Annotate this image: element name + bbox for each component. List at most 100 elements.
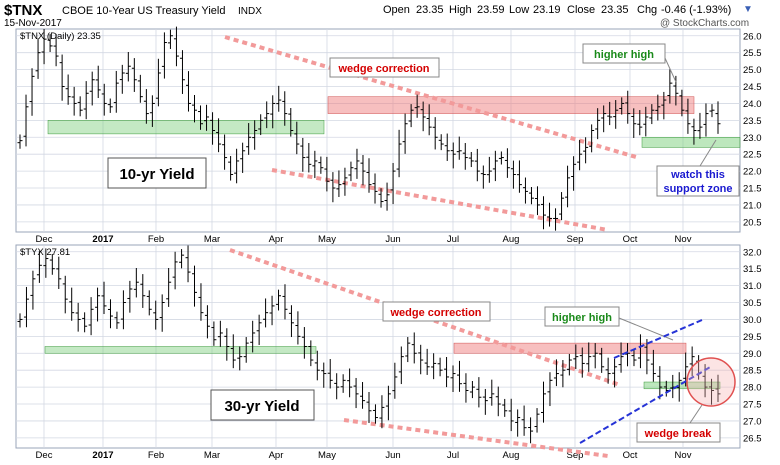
ohlc-bar bbox=[120, 290, 126, 330]
ohlc-bar bbox=[69, 287, 75, 321]
ohlc-bar bbox=[516, 160, 522, 193]
ohlc-bar bbox=[353, 377, 359, 409]
higher-high-box bbox=[544, 306, 620, 327]
ohlc-bar bbox=[192, 94, 197, 123]
ohlc-bar bbox=[709, 378, 715, 405]
ohlc-bar bbox=[560, 360, 566, 388]
ohlc-bar bbox=[243, 337, 249, 363]
channel-lower-line bbox=[579, 365, 713, 444]
ohlc-bar bbox=[405, 337, 411, 363]
ohlc-bar bbox=[573, 344, 579, 369]
ohlc-bar bbox=[418, 344, 424, 375]
x-tick-label: Jul bbox=[447, 234, 459, 245]
ohlc-bar bbox=[541, 381, 546, 423]
ohlc-bar bbox=[559, 192, 565, 221]
y-tick-label: 21.5 bbox=[743, 184, 762, 195]
x-tick-label: Dec bbox=[36, 450, 53, 461]
ohlc-bar bbox=[88, 297, 94, 336]
higher-high-box bbox=[582, 43, 666, 64]
security-name: CBOE 10-Year US Treasury Yield bbox=[62, 5, 226, 17]
ohlc-bar bbox=[179, 249, 185, 269]
ohlc-bar bbox=[336, 170, 342, 197]
ohlc-bar bbox=[295, 311, 301, 345]
ohlc-bar bbox=[161, 32, 167, 79]
x-tick-label: Feb bbox=[148, 450, 164, 461]
ohlc-bar bbox=[411, 332, 417, 364]
ohlc-bar bbox=[547, 372, 553, 407]
ohlc-bar bbox=[288, 108, 294, 137]
support-zone-right bbox=[643, 381, 721, 390]
y-tick-label: 20.5 bbox=[743, 217, 762, 228]
x-tick-label: Oct bbox=[623, 450, 638, 461]
ohlc-bar bbox=[450, 142, 456, 169]
yield-label-box bbox=[107, 157, 207, 189]
ohlc-bar bbox=[541, 196, 546, 230]
ohlc-bar bbox=[113, 70, 119, 113]
ohlc-bar bbox=[198, 283, 204, 321]
x-tick-label: Apr bbox=[269, 234, 284, 245]
low-value: 23.19 bbox=[533, 4, 561, 16]
support-zone-note-box bbox=[656, 165, 740, 197]
wedge-break-pointer bbox=[689, 404, 703, 424]
ohlc-bar bbox=[689, 346, 695, 377]
ohlc-bar bbox=[211, 321, 217, 346]
ohlc-bar bbox=[489, 379, 495, 406]
ohlc-bar bbox=[179, 50, 185, 94]
ohlc-bar bbox=[420, 101, 426, 132]
ohlc-bar bbox=[709, 104, 715, 118]
ohlc-bar bbox=[153, 300, 159, 330]
x-tick-label: Nov bbox=[675, 450, 692, 461]
chg-value: -0.46 (-1.93%) bbox=[661, 4, 732, 16]
ohlc-bar bbox=[330, 172, 336, 203]
higher-high-label: higher high bbox=[594, 49, 654, 61]
ohlc-bar bbox=[324, 156, 330, 192]
x-tick-label: Mar bbox=[204, 450, 220, 461]
ohlc-bar bbox=[75, 302, 81, 332]
ohlc-bar bbox=[502, 398, 508, 417]
ohlc-bar bbox=[62, 275, 68, 314]
ohlc-bar bbox=[685, 98, 691, 134]
ohlc-bar bbox=[95, 287, 101, 322]
ohlc-bar bbox=[101, 281, 107, 315]
ohlc-bar bbox=[456, 136, 462, 160]
ohlc-bar bbox=[185, 245, 191, 283]
ohlc-bar bbox=[127, 280, 133, 313]
ohlc-bar bbox=[508, 398, 514, 432]
ohlc-bar bbox=[715, 101, 721, 134]
x-tick-label: Jun bbox=[385, 450, 400, 461]
ohlc-bar bbox=[667, 68, 673, 104]
ohlc-bar bbox=[469, 381, 475, 399]
ohlc-bar bbox=[172, 251, 178, 290]
ohlc-bar bbox=[372, 173, 378, 204]
wedge-break-label: wedge break bbox=[644, 428, 713, 440]
support-zone-left bbox=[44, 346, 317, 354]
x-tick-label: Aug bbox=[503, 450, 520, 461]
x-tick-label: Jul bbox=[447, 450, 459, 461]
ohlc-bar bbox=[276, 85, 282, 112]
ohlc-bar bbox=[263, 298, 269, 328]
ohlc-bar bbox=[240, 142, 246, 173]
ohlc-bar bbox=[438, 134, 444, 151]
ohlc-bar bbox=[495, 386, 501, 417]
close-value: 23.35 bbox=[601, 4, 629, 16]
ohlc-bar bbox=[480, 165, 486, 189]
ohlc-bar bbox=[294, 121, 300, 155]
y-tick-label: 26.5 bbox=[743, 433, 762, 444]
ohlc-bar bbox=[431, 353, 437, 380]
ohlc-bar bbox=[498, 151, 504, 165]
ohlc-bar bbox=[288, 305, 294, 338]
ohlc-bar bbox=[601, 105, 607, 133]
ohlc-bar bbox=[378, 188, 384, 208]
dropdown-arrow-icon[interactable]: ▼ bbox=[743, 4, 753, 15]
high-label: High bbox=[449, 4, 472, 16]
ohlc-bar bbox=[625, 90, 631, 124]
x-tick-label: 2017 bbox=[92, 234, 113, 245]
ohlc-bar bbox=[204, 305, 210, 339]
wedge-correction-label: wedge correction bbox=[337, 63, 429, 75]
yield-label-box bbox=[210, 389, 315, 421]
ohlc-bar bbox=[47, 34, 53, 53]
ohlc-bar bbox=[146, 290, 152, 316]
ohlc-bar bbox=[372, 404, 378, 424]
ohlc-bar bbox=[565, 165, 571, 208]
